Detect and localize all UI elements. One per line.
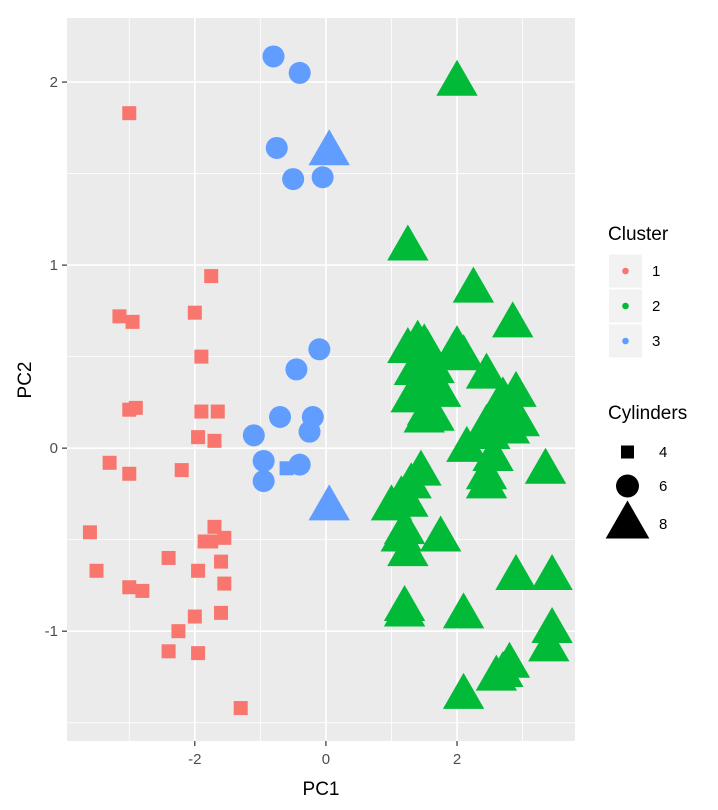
data-point-cluster-3-cyl-6	[311, 166, 334, 189]
data-points	[82, 45, 573, 716]
data-point-cluster-3-cyl-8	[308, 129, 350, 166]
data-point-cluster-1-cyl-4	[210, 404, 225, 419]
data-point-cluster-3-cyl-8	[308, 484, 350, 521]
y-tick-label: 1	[50, 257, 58, 274]
data-point-cluster-1-cyl-4	[128, 400, 143, 415]
data-point-cluster-2-cyl-8	[475, 654, 518, 691]
data-point-cluster-3-cyl-6	[288, 453, 311, 476]
data-point-cluster-1-cyl-4	[102, 455, 117, 470]
data-point-cluster-1-cyl-4	[233, 701, 248, 716]
legend-cluster-title: Cluster	[608, 224, 669, 245]
data-point-cluster-1-cyl-4	[204, 269, 219, 284]
data-point-cluster-1-cyl-4	[112, 309, 127, 324]
data-point-cluster-1-cyl-4	[214, 605, 229, 620]
data-point-cluster-3-cyl-6	[298, 420, 321, 443]
data-point-cluster-1-cyl-4	[82, 525, 97, 540]
data-point-cluster-2-cyl-8	[531, 553, 573, 590]
legend-cylinders: Cylinders 4 6 8	[605, 403, 687, 539]
data-point-cluster-3-cyl-4	[279, 461, 294, 476]
y-axis-ticks: -1 0 1 2	[45, 74, 67, 640]
data-point-cluster-1-cyl-4	[171, 624, 186, 639]
data-point-cluster-1-cyl-4	[135, 583, 150, 598]
legend-cylinders-title: Cylinders	[608, 403, 687, 424]
data-point-cluster-2-cyl-8	[442, 672, 485, 709]
data-point-cluster-2-cyl-8	[436, 59, 478, 96]
legend-cylinders-label: 4	[659, 444, 667, 461]
legend-cluster-label: 3	[652, 333, 660, 350]
legend-cylinders-swatch	[621, 445, 634, 459]
data-point-cluster-1-cyl-4	[191, 430, 206, 445]
data-point-cluster-2-cyl-8	[387, 530, 429, 567]
data-point-cluster-3-cyl-6	[288, 61, 311, 84]
data-point-cluster-2-cyl-8	[442, 592, 485, 629]
data-point-cluster-1-cyl-4	[89, 563, 104, 578]
data-point-cluster-1-cyl-4	[122, 580, 137, 595]
data-point-cluster-2-cyl-8	[403, 396, 445, 433]
y-tick-label: 2	[50, 74, 58, 91]
data-point-cluster-2-cyl-8	[383, 590, 426, 627]
y-axis-title: PC2	[15, 362, 36, 399]
data-point-cluster-2-cyl-8	[387, 224, 429, 261]
x-axis-ticks: -2 0 2	[188, 741, 461, 768]
data-point-cluster-1-cyl-4	[214, 554, 229, 569]
data-point-cluster-3-cyl-6	[285, 358, 308, 381]
data-point-cluster-2-cyl-8	[465, 352, 508, 389]
data-point-cluster-1-cyl-4	[207, 433, 222, 448]
x-tick-label: -2	[188, 751, 201, 768]
data-point-cluster-1-cyl-4	[174, 463, 189, 478]
legend-cylinders-swatch	[605, 500, 650, 539]
data-point-cluster-1-cyl-4	[187, 609, 202, 624]
data-point-cluster-1-cyl-4	[217, 576, 232, 591]
data-point-cluster-2-cyl-8	[446, 425, 488, 462]
data-point-cluster-2-cyl-8	[524, 447, 567, 484]
data-point-cluster-3-cyl-6	[242, 424, 265, 447]
data-point-cluster-1-cyl-4	[194, 404, 209, 419]
data-point-cluster-3-cyl-6	[265, 136, 288, 159]
legend-cluster-swatch	[622, 267, 629, 275]
data-point-cluster-1-cyl-4	[187, 305, 202, 320]
legend-cluster-label: 1	[652, 263, 660, 280]
data-point-cluster-2-cyl-8	[465, 462, 508, 499]
legend-cylinders-label: 8	[659, 516, 667, 533]
x-axis-title: PC1	[303, 779, 340, 800]
y-tick-label: -1	[45, 623, 58, 640]
data-point-cluster-2-cyl-8	[531, 607, 573, 644]
data-point-cluster-3-cyl-6	[282, 168, 305, 191]
data-point-cluster-2-cyl-8	[419, 515, 462, 552]
minor-gridlines	[67, 18, 575, 741]
data-point-cluster-1-cyl-4	[125, 314, 140, 329]
data-point-cluster-1-cyl-4	[197, 534, 212, 549]
data-point-cluster-1-cyl-4	[217, 530, 232, 545]
data-point-cluster-1-cyl-4	[191, 563, 206, 578]
data-point-cluster-2-cyl-8	[528, 625, 570, 662]
legend-cylinders-label: 6	[659, 478, 667, 495]
data-point-cluster-3-cyl-6	[308, 338, 331, 361]
data-point-cluster-1-cyl-4	[194, 349, 209, 364]
data-point-cluster-3-cyl-6	[252, 470, 275, 493]
data-point-cluster-2-cyl-8	[492, 301, 534, 338]
data-point-cluster-1-cyl-4	[122, 466, 137, 481]
data-point-cluster-3-cyl-6	[262, 45, 285, 68]
data-point-cluster-1-cyl-4	[207, 519, 222, 534]
legend-cluster-swatch	[622, 337, 629, 345]
data-point-cluster-2-cyl-8	[452, 266, 495, 303]
legend-cluster-swatch	[622, 302, 629, 310]
x-tick-label: 2	[453, 751, 461, 768]
data-point-cluster-1-cyl-4	[161, 644, 176, 659]
data-point-cluster-3-cyl-6	[269, 406, 292, 429]
data-point-cluster-1-cyl-4	[191, 646, 206, 661]
data-point-cluster-2-cyl-8	[442, 334, 485, 371]
legend-cylinders-swatch	[616, 474, 639, 498]
y-tick-label: 0	[50, 440, 58, 457]
data-point-cluster-2-cyl-8	[380, 475, 422, 512]
data-point-cluster-1-cyl-4	[122, 106, 137, 121]
data-point-cluster-2-cyl-8	[465, 403, 508, 440]
data-point-cluster-2-cyl-8	[495, 553, 537, 590]
data-point-cluster-3-cyl-6	[252, 449, 275, 472]
legend-cluster-label: 2	[652, 298, 660, 315]
x-tick-label: 0	[322, 751, 330, 768]
legend-cluster: Cluster 1 2 3	[608, 224, 669, 358]
data-point-cluster-1-cyl-4	[161, 550, 176, 565]
